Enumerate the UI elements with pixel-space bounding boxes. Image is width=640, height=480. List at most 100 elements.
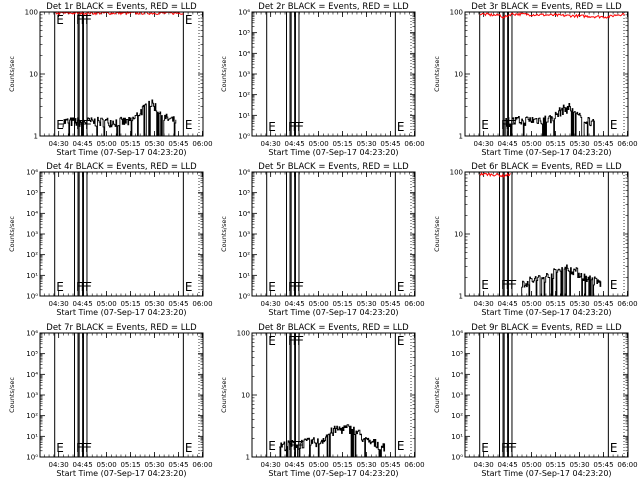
- y-tick-label: 1: [34, 133, 38, 141]
- x-axis-label: Start Time (07-Sep-17 04:23:20): [268, 469, 398, 478]
- x-tick-label: 04:30: [49, 140, 69, 148]
- plot-frame: [464, 332, 629, 458]
- x-tick-label: 05:00: [308, 140, 328, 148]
- plot-frame: [39, 332, 204, 458]
- y-tick-label: 10: [241, 392, 250, 400]
- marker-label: E: [397, 280, 405, 294]
- x-axis-label: Start Time (07-Sep-17 04:23:20): [56, 469, 186, 478]
- events-trace: [279, 424, 386, 458]
- lld-trace: [479, 12, 625, 19]
- y-tick-label: 10³: [238, 71, 250, 79]
- marker-label: F: [510, 441, 517, 455]
- x-tick-label: 04:45: [73, 140, 93, 148]
- y-axis-label: Counts/sec: [8, 56, 16, 92]
- x-tick-label: 04:45: [498, 140, 518, 148]
- detector-panel: Det 6r BLACK = Events, RED = LLD Counts/s…: [433, 162, 638, 317]
- x-tick-label: 05:30: [144, 461, 164, 469]
- panel-title: Det 8r BLACK = Events, RED = LLD: [258, 323, 409, 333]
- marker-label: F: [510, 278, 517, 292]
- marker-label: E: [481, 118, 489, 132]
- x-tick-label: 05:15: [332, 300, 352, 308]
- x-tick-label: 05:00: [521, 300, 541, 308]
- x-tick-label: 04:45: [285, 140, 305, 148]
- marker-label: F: [85, 118, 92, 132]
- x-tick-label: 04:45: [285, 461, 305, 469]
- detector-panel: Det 1r BLACK = Events, RED = LLD Counts/s…: [8, 2, 213, 157]
- x-tick-label: 05:15: [120, 461, 140, 469]
- marker-label: E: [56, 13, 64, 27]
- x-tick-label: 05:15: [120, 300, 140, 308]
- marker-label: F: [293, 120, 300, 134]
- y-tick-label: 10⁰: [238, 293, 250, 301]
- marker-label: E: [185, 441, 193, 455]
- x-tick-label: 04:30: [474, 461, 494, 469]
- y-axis-label: Counts/sec: [220, 216, 228, 252]
- y-tick-label: 10²: [26, 251, 38, 259]
- detector-panel: Det 2r BLACK = Events, RED = LLD Counts/s…: [220, 2, 425, 157]
- x-tick-label: 05:15: [332, 140, 352, 148]
- detector-panel: Det 8r BLACK = Events, RED = LLD Counts/s…: [220, 323, 425, 478]
- y-axis-label: Counts/sec: [8, 377, 16, 413]
- y-tick-label: 10⁴: [238, 50, 250, 58]
- detector-panel: Det 9r BLACK = Events, RED = LLD Counts/s…: [433, 323, 638, 478]
- x-axis-label: Start Time (07-Sep-17 04:23:20): [268, 308, 398, 317]
- y-tick-label: 10⁰: [26, 293, 38, 301]
- y-tick-label: 10: [454, 231, 463, 239]
- marker-label: E: [481, 441, 489, 455]
- y-tick-label: 10⁴: [451, 371, 463, 379]
- x-tick-label: 05:15: [545, 461, 565, 469]
- marker-label: F: [297, 334, 304, 348]
- y-tick-label: 10³: [238, 231, 250, 239]
- y-tick-label: 10³: [26, 392, 38, 400]
- plot-frame: [251, 171, 416, 297]
- x-tick-label: 05:30: [144, 140, 164, 148]
- marker-label: F: [81, 13, 88, 27]
- marker-label: E: [56, 441, 64, 455]
- y-tick-label: 10: [29, 71, 38, 79]
- x-tick-label: 04:30: [261, 140, 281, 148]
- x-tick-label: 05:30: [144, 300, 164, 308]
- x-tick-label: 05:00: [96, 300, 116, 308]
- plot-frame: [251, 11, 416, 137]
- marker-label: F: [293, 334, 300, 348]
- marker-label: E: [610, 118, 618, 132]
- panel-title: Det 1r BLACK = Events, RED = LLD: [46, 2, 197, 12]
- marker-label: E: [610, 278, 618, 292]
- y-tick-label: 10¹: [451, 433, 463, 441]
- plot-frame: [39, 11, 204, 137]
- marker-label: F: [506, 278, 513, 292]
- marker-label: F: [81, 441, 88, 455]
- y-tick-label: 10⁵: [26, 350, 38, 358]
- marker-label: E: [610, 441, 618, 455]
- y-tick-label: 10⁶: [238, 169, 250, 177]
- x-tick-label: 06:00: [404, 300, 424, 308]
- marker-label: E: [185, 118, 193, 132]
- x-tick-label: 05:00: [96, 461, 116, 469]
- x-tick-label: 05:45: [380, 300, 400, 308]
- marker-label: F: [293, 280, 300, 294]
- panel-title: Det 5r BLACK = Events, RED = LLD: [258, 162, 409, 172]
- y-tick-label: 10⁴: [26, 210, 38, 218]
- marker-label: E: [481, 278, 489, 292]
- plot-frame: [464, 171, 629, 297]
- y-tick-label: 1: [459, 133, 463, 141]
- y-axis-label: Counts/sec: [220, 377, 228, 413]
- y-tick-label: 10²: [238, 91, 250, 99]
- y-tick-label: 10⁰: [26, 454, 38, 462]
- x-tick-label: 05:45: [380, 461, 400, 469]
- detector-panel: Det 5r BLACK = Events, RED = LLD Counts/s…: [220, 162, 425, 317]
- marker-label: E: [268, 120, 276, 134]
- y-tick-label: 10⁶: [451, 330, 463, 338]
- x-tick-label: 05:45: [593, 140, 613, 148]
- y-tick-label: 10¹: [238, 272, 250, 280]
- panel-title: Det 2r BLACK = Events, RED = LLD: [258, 2, 409, 12]
- y-tick-label: 10³: [26, 231, 38, 239]
- x-tick-label: 05:00: [96, 140, 116, 148]
- x-tick-label: 05:00: [521, 140, 541, 148]
- y-tick-label: 100: [450, 169, 463, 177]
- marker-label: F: [506, 441, 513, 455]
- panel-title: Det 4r BLACK = Events, RED = LLD: [46, 162, 197, 172]
- x-tick-label: 04:30: [474, 140, 494, 148]
- marker-label: F: [85, 280, 92, 294]
